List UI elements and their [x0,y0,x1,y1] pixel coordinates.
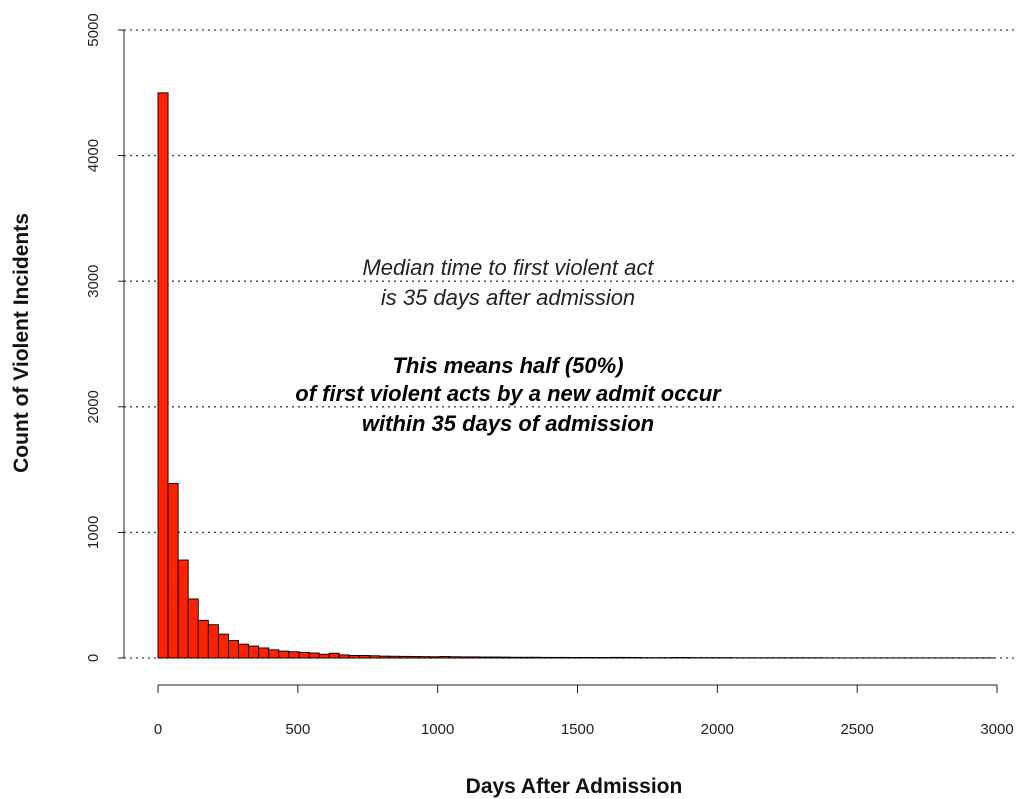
histogram-bar [207,624,219,659]
histogram-bar [681,657,693,659]
histogram-bar [187,598,199,659]
histogram-bar [238,643,250,659]
histogram-bar [550,656,562,659]
histogram-bar [248,645,260,659]
x-axis-ticks: 0 500 1000 1500 2000 2500 3000 [154,685,1014,738]
histogram-bar [358,655,370,659]
x-tick-label: 0 [154,721,162,738]
histogram-bar [217,633,229,659]
histogram-bar [449,656,461,659]
histogram-bar [399,655,411,659]
histogram-bar [630,657,642,659]
histogram-bar [530,656,542,659]
histogram-bar [338,654,350,659]
x-tick-label: 1500 [561,721,594,738]
histogram-bar [469,656,481,659]
x-tick-label: 2500 [840,721,873,738]
y-tick-label: 3000 [85,265,102,298]
histogram-bar [560,656,572,659]
histogram-bar [499,656,511,659]
histogram-bar [177,559,189,659]
histogram-bar [298,651,310,659]
histogram-bar [600,657,612,659]
histogram-bar [308,652,320,659]
y-axis-title: Count of Violent Incidents [10,213,33,473]
histogram-bar [610,656,622,659]
half-annotation-line-1: This means half (50%) [392,353,623,378]
histogram-bar [419,656,431,659]
histogram-bar [228,639,239,659]
y-axis-ticks: 0 1000 2000 3000 4000 5000 [85,13,124,662]
histogram-bar [288,651,300,659]
histogram-bar [409,656,421,659]
histogram-bar [540,656,552,659]
x-axis-title: Days After Admission [466,775,683,798]
histogram-bar [590,657,602,659]
y-tick-label: 2000 [85,390,102,423]
half-annotation-line-2: of first violent acts by a new admit occ… [295,381,722,406]
half-annotation-line-3: within 35 days of admission [362,411,654,436]
histogram-bar [509,656,521,659]
histogram-bar [620,656,632,659]
histogram-bar [258,647,270,659]
median-annotation-line-1: Median time to first violent act [362,255,654,280]
histogram-bar [368,655,380,659]
histogram-bar [459,656,471,659]
histogram-bar [570,657,582,659]
histogram-bar [348,655,360,659]
y-tick-label: 5000 [85,13,102,46]
y-tick-label: 0 [85,654,102,662]
histogram-bar [167,482,179,659]
histogram-bar [278,650,290,659]
histogram-bar [389,655,401,659]
y-tick-label: 1000 [85,516,102,549]
histogram-bars [157,92,995,659]
histogram-bar [157,92,169,659]
grid-lines [124,29,1018,659]
histogram-bar [318,653,330,659]
median-annotation-line-2: is 35 days after admission [381,285,635,310]
histogram-bar [439,656,451,659]
x-tick-label: 3000 [980,721,1013,738]
histogram-bar [328,652,340,659]
histogram-bar [429,656,441,659]
x-tick-label: 1000 [421,721,454,738]
histogram-bar [197,619,209,659]
x-tick-label: 500 [285,721,310,738]
y-tick-label: 4000 [85,139,102,172]
histogram-bar [489,656,501,659]
histogram-bar [479,656,491,659]
histogram-bar [379,655,391,659]
x-tick-label: 2000 [701,721,734,738]
histogram-bar [268,649,280,659]
histogram-bar [580,657,592,659]
histogram-bar [519,656,531,659]
histogram-bar [671,657,682,659]
